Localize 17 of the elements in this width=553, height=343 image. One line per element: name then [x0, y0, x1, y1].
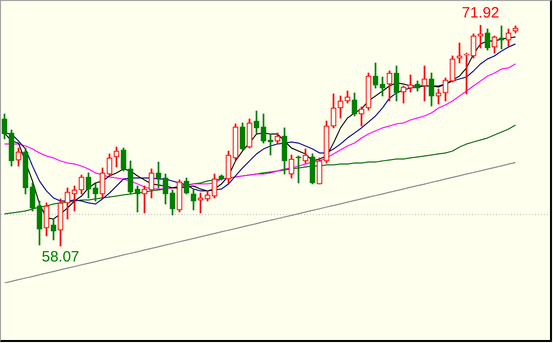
candlestick [134, 186, 140, 212]
candlestick [464, 52, 470, 94]
candlestick [198, 192, 204, 214]
candlestick [72, 186, 78, 212]
candlestick [422, 66, 428, 102]
candlestick [142, 186, 148, 214]
annotation: 71.92 [462, 4, 500, 22]
candlestick [296, 156, 302, 184]
annotation: 58.07 [42, 248, 80, 266]
candlestick [456, 42, 462, 64]
candlestick [156, 162, 162, 188]
candlestick [478, 25, 484, 48]
candlestick [380, 76, 386, 96]
candlestick [436, 88, 442, 104]
candlestick [268, 134, 274, 156]
candlestick [408, 74, 414, 92]
candlestick [498, 26, 504, 50]
